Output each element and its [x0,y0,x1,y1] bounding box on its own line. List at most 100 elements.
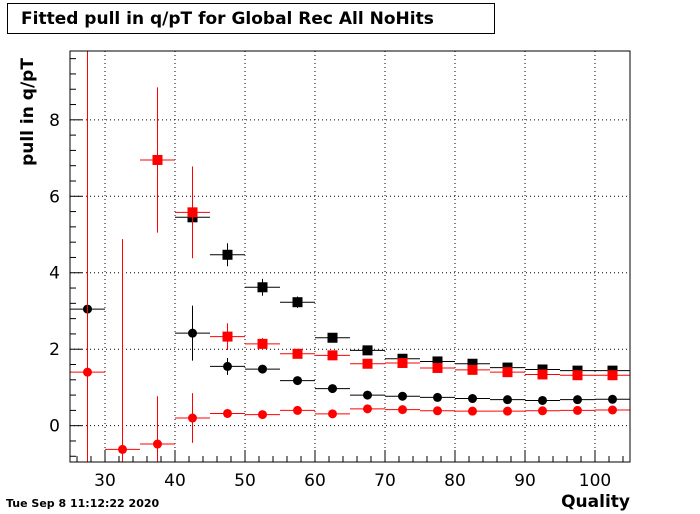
data-point [560,370,595,381]
data-point [105,239,140,462]
circle-marker [608,394,617,404]
timestamp: Tue Sep 8 11:12:22 2020 [6,497,160,510]
circle-marker [433,406,442,416]
circle-marker [433,392,442,402]
data-point [525,369,560,380]
data-point [245,338,280,350]
data-point [385,357,420,368]
data-point [210,243,245,267]
square-marker [362,358,373,369]
circle-marker [188,413,197,423]
data-point [560,405,595,415]
square-marker [537,369,548,380]
x-tick-label: 60 [304,471,326,491]
chart-title: Fitted pull in q/pT for Global Rec All N… [7,3,495,34]
circle-marker [188,328,197,338]
x-tick-label: 100 [579,471,611,491]
data-point [280,405,315,415]
square-marker [152,154,163,165]
data-point [280,376,315,386]
circle-marker [258,410,267,420]
data-point [350,345,385,356]
y-tick-label: 0 [49,417,60,437]
data-point [455,394,490,404]
y-axis-label: pull in q/pT [18,58,38,166]
circle-marker [223,361,232,371]
circle-marker [538,406,547,416]
circle-marker [293,405,302,415]
circle-marker [398,391,407,401]
square-marker [607,370,618,381]
square-marker [327,332,338,343]
circle-marker [503,395,512,405]
data-point [70,51,105,462]
square-marker [572,370,583,381]
circle-marker [328,409,337,419]
data-point [455,406,490,416]
data-point [490,395,525,405]
data-point [420,356,455,367]
data-point [175,166,210,259]
square-marker [222,249,233,260]
data-point [455,358,490,369]
data-point [385,405,420,415]
data-point [245,278,280,296]
circle-marker [258,364,267,374]
square-marker [292,348,303,359]
data-point [175,393,210,443]
x-tick-label: 50 [234,471,256,491]
data-point [315,409,350,419]
data-point [385,391,420,401]
data-point [525,395,560,405]
data-point [140,87,175,233]
data-point [490,367,525,378]
circle-marker [363,404,372,414]
data-point [525,406,560,416]
circle-marker [468,406,477,416]
data-point [315,384,350,394]
square-marker [432,362,443,373]
square-marker [362,345,373,356]
x-tick-label: 40 [164,471,186,491]
data-point [245,364,280,374]
data-point [455,364,490,375]
data-point [350,404,385,414]
data-point [420,392,455,402]
data-point [210,358,245,375]
circle-marker [573,395,582,405]
circle-marker [538,395,547,405]
data-point [175,305,210,361]
data-point [420,406,455,416]
circle-marker [328,384,337,394]
y-tick-label: 6 [49,187,60,207]
y-tick-label: 8 [49,111,60,131]
square-marker [467,364,478,375]
data-point [210,323,245,350]
square-marker [222,331,233,342]
data-point [210,408,245,419]
x-axis-label: Quality [561,492,630,512]
square-marker [292,297,303,308]
square-marker [502,367,513,378]
data-point [490,406,525,416]
data-point [595,405,630,415]
x-tick-label: 30 [94,471,116,491]
square-marker [397,357,408,368]
x-tick-label: 90 [514,471,536,491]
x-tick-label: 70 [374,471,396,491]
plot-frame [69,50,631,463]
data-point [420,362,455,373]
y-tick-label: 4 [49,264,60,284]
square-marker [432,356,443,367]
axes: 30 40 50 60 70 80 90 100 0 2 4 6 8 [49,58,624,491]
circle-marker [608,405,617,415]
data-point [315,350,350,361]
y-tick-label: 2 [49,340,60,360]
circle-marker [153,439,162,449]
square-marker [327,350,338,361]
data-point [595,370,630,381]
data-point [315,332,350,343]
grid-lines [70,51,630,462]
data-point [280,296,315,308]
